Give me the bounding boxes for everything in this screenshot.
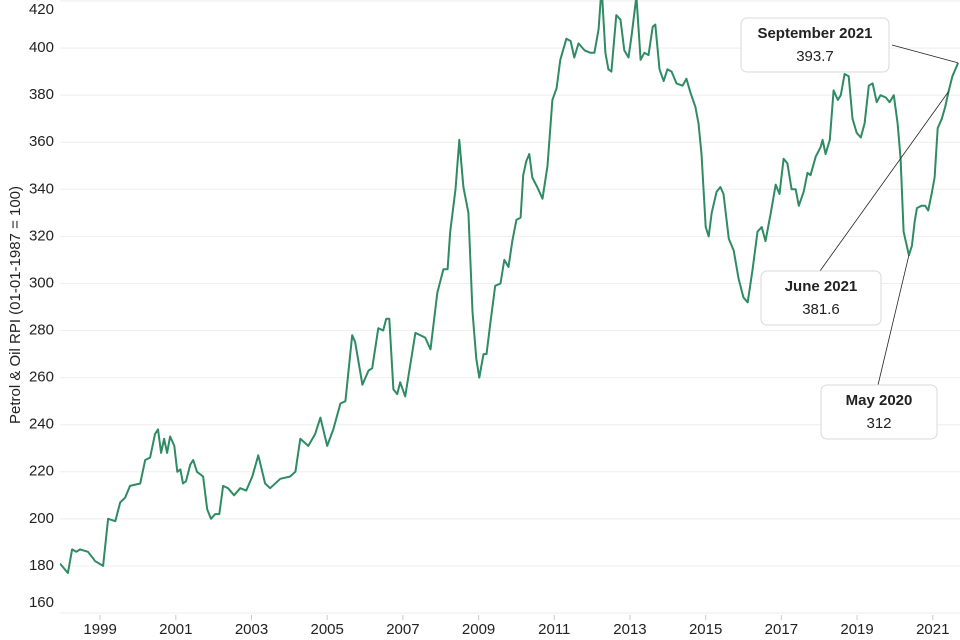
annotation-connector [877,255,910,386]
y-tick-label: 280 [29,322,54,339]
x-tick-label: 2013 [613,621,646,638]
annotation-box [740,17,890,73]
x-tick-label: 2005 [311,621,344,638]
x-tick-label: 2011 [538,621,570,638]
plot-area [60,0,960,574]
annotations: September 2021 393.7 June 2021 381.6 May 202… [740,17,959,440]
x-tick-label: 2001 [159,621,192,638]
x-tick-label: 2009 [462,621,495,638]
annotation-box [820,384,938,440]
annotation-value: 312 [866,415,891,432]
x-tick-label: 1999 [83,621,116,638]
annotation-title: May 2020 [846,392,913,409]
y-tick-label: 420 [29,1,54,18]
y-tick-label: 320 [29,227,54,244]
x-tick-label: 2015 [689,621,722,638]
x-tick-label: 2019 [840,621,873,638]
axes: 160 180 200 220 240 260 280 300 320 340 360 380 400 4… [29,1,949,638]
y-tick-label: 160 [29,594,54,611]
y-tick-label: 200 [29,510,54,527]
annotation-connector [819,91,949,272]
x-tick-label: 2017 [765,621,798,638]
y-tick-label: 300 [29,274,54,291]
annotation-value: 381.6 [802,301,840,318]
x-tick-label: 2021 [916,621,949,638]
y-tick-label: 340 [29,180,54,197]
y-tick-label: 240 [29,416,54,433]
y-tick-label: 360 [29,133,54,150]
y-tick-label: 220 [29,463,54,480]
annotation-connector [891,44,959,64]
y-axis-label: Petrol & Oil RPI (01-01-1987 = 100) [7,186,24,424]
annotation-value: 393.7 [796,48,834,65]
x-tick-label: 2007 [386,621,419,638]
data-line [60,0,960,574]
y-tick-label: 180 [29,557,54,574]
annotation-title: September 2021 [757,25,872,42]
annotation-title: June 2021 [785,278,858,295]
y-tick-label: 260 [29,369,54,386]
y-tick-label: 400 [29,39,54,56]
x-tick-label: 2003 [235,621,268,638]
y-tick-label: 380 [29,86,54,103]
annotation-box [760,270,882,326]
